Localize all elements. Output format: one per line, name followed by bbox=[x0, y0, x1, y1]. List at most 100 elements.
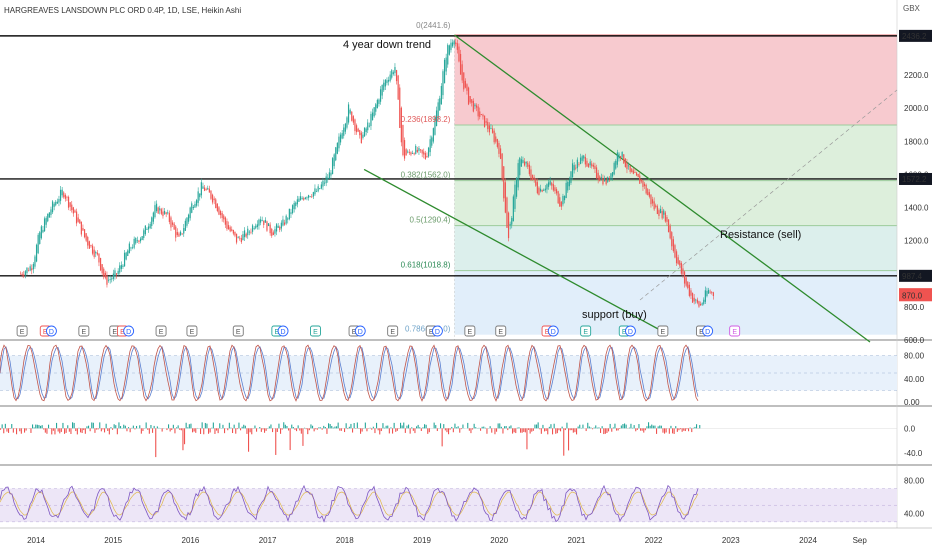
histogram-bar bbox=[573, 428, 574, 432]
histogram-bar bbox=[146, 422, 147, 428]
candle-body bbox=[452, 42, 453, 46]
candle-body bbox=[366, 128, 367, 132]
histogram-bar bbox=[75, 428, 76, 431]
candle-body bbox=[634, 172, 635, 173]
candle-body bbox=[562, 196, 563, 204]
histogram-bar bbox=[56, 423, 57, 428]
histogram-bar bbox=[322, 428, 323, 429]
candle-body bbox=[135, 238, 136, 243]
candle-body bbox=[138, 241, 139, 242]
candle-body bbox=[674, 245, 675, 257]
histogram-bar bbox=[237, 428, 238, 429]
histogram-bar bbox=[470, 428, 471, 433]
candle-body bbox=[302, 198, 303, 199]
fib-zone bbox=[454, 35, 897, 125]
candle-body bbox=[638, 174, 639, 177]
histogram-bar bbox=[170, 428, 171, 431]
candle-body bbox=[186, 218, 187, 226]
candle-body bbox=[498, 143, 499, 154]
candle-body bbox=[332, 158, 333, 174]
histogram-bar bbox=[582, 425, 583, 429]
candle-body bbox=[471, 99, 472, 103]
candle-body bbox=[676, 251, 677, 263]
histogram-bar bbox=[80, 428, 81, 432]
candle-body bbox=[671, 232, 672, 246]
histogram-bar bbox=[616, 428, 617, 430]
candle-body bbox=[446, 58, 447, 72]
candle-body bbox=[514, 185, 515, 209]
histogram-bar bbox=[32, 424, 33, 428]
candle-body bbox=[238, 237, 239, 238]
candle-body bbox=[210, 191, 211, 199]
histogram-bar bbox=[552, 428, 553, 434]
candle-body bbox=[382, 85, 383, 96]
candle-body bbox=[396, 70, 397, 81]
candle-body bbox=[678, 257, 679, 264]
event-marker-label: D bbox=[628, 329, 633, 336]
time-tick-label: 2016 bbox=[182, 536, 200, 545]
histogram-bar bbox=[168, 424, 169, 428]
histogram-bar bbox=[83, 428, 84, 430]
histogram-bar bbox=[549, 427, 550, 429]
candle-body bbox=[449, 45, 450, 54]
histogram-bar bbox=[560, 428, 561, 431]
candle-body bbox=[36, 245, 37, 262]
histogram-bar bbox=[408, 425, 409, 429]
histogram-bar bbox=[360, 428, 361, 433]
candle-body bbox=[394, 67, 395, 73]
candle-body bbox=[478, 106, 479, 116]
event-marker-label: E bbox=[82, 329, 87, 336]
histogram-bar bbox=[152, 428, 153, 432]
candle-body bbox=[41, 226, 42, 238]
histogram-bar bbox=[678, 428, 679, 430]
candle-body bbox=[462, 64, 463, 80]
candle-body bbox=[84, 229, 85, 237]
candle-body bbox=[60, 190, 61, 201]
candle-body bbox=[516, 178, 517, 197]
histogram-bar bbox=[333, 428, 334, 429]
candle-body bbox=[546, 184, 547, 189]
histogram-bar bbox=[230, 428, 231, 429]
histogram-bar bbox=[509, 426, 510, 428]
histogram-bar bbox=[262, 428, 263, 429]
candle-body bbox=[289, 209, 290, 219]
candle-body bbox=[130, 248, 131, 249]
candle-body bbox=[313, 192, 314, 196]
histogram-bar bbox=[266, 428, 267, 430]
candle-body bbox=[103, 269, 104, 277]
candle-body bbox=[695, 300, 696, 301]
candle-body bbox=[170, 217, 171, 227]
osc-tick-label: 80.00 bbox=[904, 352, 925, 361]
fib-label: 0.236(1898.2) bbox=[401, 115, 451, 124]
histogram-bar bbox=[669, 428, 670, 433]
candle-body bbox=[204, 188, 205, 191]
candle-body bbox=[473, 101, 474, 112]
candle-body bbox=[124, 253, 125, 266]
event-marker-label: E bbox=[20, 329, 25, 336]
histogram-bar bbox=[658, 426, 659, 428]
histogram-bar bbox=[405, 428, 406, 433]
histogram-bar bbox=[486, 428, 487, 433]
candle-body bbox=[212, 195, 213, 203]
candle-body bbox=[423, 152, 424, 155]
candle-body bbox=[378, 100, 379, 104]
histogram-bar bbox=[376, 423, 377, 429]
histogram-bar bbox=[518, 427, 519, 428]
histogram-bar bbox=[142, 428, 143, 431]
candle-body bbox=[199, 193, 200, 197]
histogram-bar bbox=[614, 424, 615, 429]
histogram-bar bbox=[373, 427, 374, 429]
candle-body bbox=[76, 212, 77, 224]
candle-body bbox=[628, 165, 629, 166]
candle-body bbox=[175, 227, 176, 238]
candle-body bbox=[489, 126, 490, 133]
histogram-bar bbox=[298, 425, 299, 428]
histogram-bar bbox=[346, 423, 347, 428]
histogram-bar bbox=[344, 428, 345, 432]
histogram-bar bbox=[224, 428, 225, 433]
candle-body bbox=[673, 239, 674, 251]
candle-body bbox=[390, 75, 391, 81]
histogram-bar bbox=[307, 428, 308, 434]
candle-body bbox=[191, 203, 192, 212]
candle-body bbox=[90, 245, 91, 246]
